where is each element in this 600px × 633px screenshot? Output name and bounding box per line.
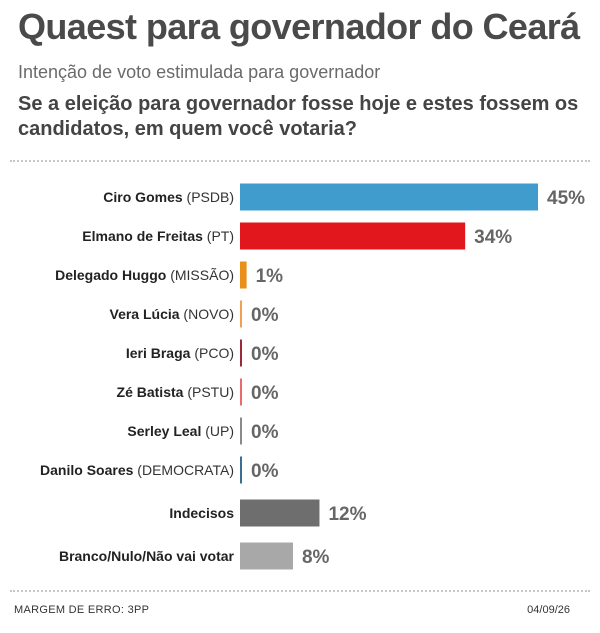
party-label: (PSTU): [183, 384, 234, 400]
bar: [240, 378, 242, 406]
value-label: 8%: [302, 547, 330, 568]
party-label: (PSDB): [183, 189, 234, 205]
candidate-name: Delegado Huggo: [55, 267, 166, 283]
category-label: Serley Leal (UP): [127, 423, 234, 439]
top-divider: [10, 160, 590, 162]
value-label: 34%: [474, 227, 512, 248]
value-label: 45%: [547, 188, 585, 209]
bar: [240, 417, 242, 445]
value-label: 0%: [251, 461, 279, 482]
candidate-name: Branco/Nulo/Não vai votar: [59, 548, 235, 564]
publication-date: 04/09/26: [527, 604, 570, 616]
chart-title: Quaest para governador do Ceará: [18, 6, 580, 47]
candidate-name: Zé Batista: [117, 384, 184, 400]
survey-question: Se a eleição para governador fosse hoje …: [18, 93, 579, 140]
bar: [240, 183, 538, 211]
value-label: 0%: [251, 305, 279, 326]
category-label: Danilo Soares (DEMOCRATA): [40, 462, 234, 478]
party-label: (PCO): [190, 345, 234, 361]
party-label: (DEMOCRATA): [133, 462, 234, 478]
party-label: (NOVO): [180, 306, 234, 322]
bar: [240, 499, 320, 527]
bar: [240, 456, 242, 484]
category-label: Elmano de Freitas (PT): [82, 228, 234, 244]
category-label: Branco/Nulo/Não vai votar: [59, 548, 235, 564]
candidate-name: Ieri Braga: [126, 345, 191, 361]
candidate-name: Serley Leal: [127, 423, 201, 439]
category-label: Delegado Huggo (MISSÃO): [55, 267, 234, 283]
bar: [240, 339, 242, 367]
value-label: 1%: [256, 266, 284, 287]
value-label: 0%: [251, 422, 279, 443]
party-label: (PT): [203, 228, 234, 244]
category-label: Ieri Braga (PCO): [126, 345, 234, 361]
value-label: 12%: [328, 504, 366, 525]
bar: [240, 261, 247, 289]
candidate-name: Indecisos: [169, 505, 234, 521]
bar: [240, 300, 242, 328]
margin-of-error: MARGEM DE ERRO: 3PP: [14, 604, 150, 616]
candidate-name: Ciro Gomes: [103, 189, 183, 205]
candidate-name: Elmano de Freitas: [82, 228, 203, 244]
category-label: Ciro Gomes (PSDB): [103, 189, 234, 205]
bottom-divider: [10, 590, 590, 592]
value-label: 0%: [251, 344, 279, 365]
category-label: Vera Lúcia (NOVO): [110, 306, 235, 322]
party-label: (MISSÃO): [166, 267, 234, 283]
bar: [240, 222, 466, 250]
party-label: (UP): [201, 423, 234, 439]
candidate-name: Danilo Soares: [40, 462, 134, 478]
candidate-name: Vera Lúcia: [110, 306, 180, 322]
chart-subtitle: Intenção de voto estimulada para governa…: [18, 62, 381, 82]
category-label: Indecisos: [169, 505, 234, 521]
category-label: Zé Batista (PSTU): [117, 384, 234, 400]
value-label: 0%: [251, 383, 279, 404]
bar: [240, 542, 293, 570]
